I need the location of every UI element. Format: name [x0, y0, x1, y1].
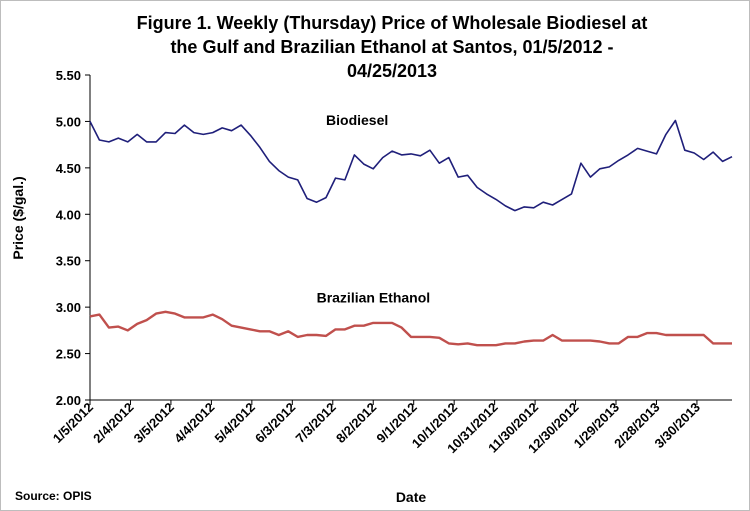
- y-tick-label: 2.50: [56, 347, 81, 362]
- series-lines: [89, 119, 733, 347]
- axes: 2.002.503.003.504.004.505.005.501/5/2012…: [50, 68, 732, 456]
- chart-title-line-2: the Gulf and Brazilian Ethanol at Santos…: [170, 37, 613, 57]
- brazilian-ethanol-line: [89, 310, 732, 347]
- x-tick-label: 5/4/2012: [212, 400, 258, 446]
- y-axis-label: Price ($/gal.): [10, 176, 26, 259]
- x-axis-label: Date: [396, 489, 427, 505]
- x-tick-label: 8/2/2012: [333, 400, 379, 446]
- chart-title-line-3: 04/25/2013: [347, 61, 437, 81]
- y-tick-label: 3.00: [56, 300, 81, 315]
- y-tick-label: 2.00: [56, 393, 81, 408]
- source-note: Source: OPIS: [15, 489, 92, 503]
- y-tick-label: 4.50: [56, 161, 81, 176]
- x-tick-label: 6/3/2012: [252, 400, 298, 446]
- chart-title-line-1: Figure 1. Weekly (Thursday) Price of Who…: [137, 13, 648, 33]
- x-tick-label: 4/4/2012: [171, 400, 217, 446]
- x-tick-label: 7/3/2012: [293, 400, 339, 446]
- series-annotations: Biodiesel Brazilian Ethanol: [317, 112, 431, 305]
- y-tick-label: 5.50: [56, 68, 81, 83]
- biodiesel-line: [89, 119, 733, 212]
- x-tick-label: 2/4/2012: [90, 400, 136, 446]
- x-tick-label: 3/5/2012: [131, 400, 177, 446]
- y-tick-label: 4.00: [56, 207, 81, 222]
- chart-title: Figure 1. Weekly (Thursday) Price of Who…: [137, 13, 648, 81]
- series-label: Biodiesel: [326, 112, 388, 128]
- series-label: Brazilian Ethanol: [317, 290, 431, 306]
- y-tick-label: 3.50: [56, 254, 81, 269]
- y-tick-label: 5.00: [56, 114, 81, 129]
